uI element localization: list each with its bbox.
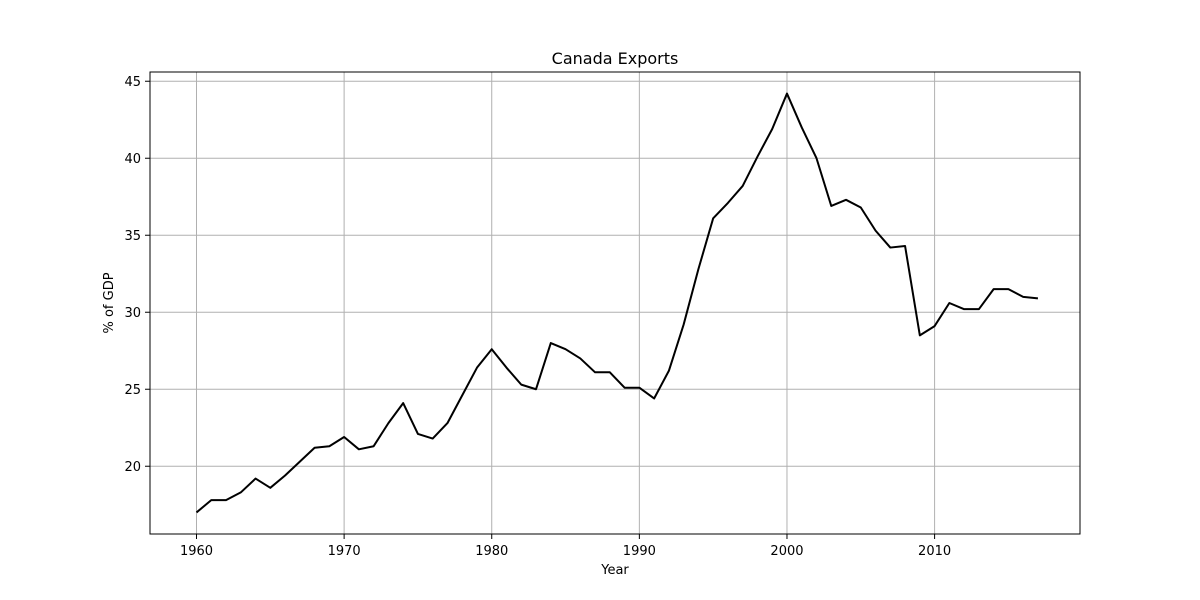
chart-title: Canada Exports — [552, 49, 679, 68]
y-tick-label: 30 — [124, 306, 141, 321]
y-axis-label: % of GDP — [102, 272, 117, 333]
gridlines — [150, 72, 1080, 534]
plot-area-frame — [149, 71, 1081, 535]
y-tick-label: 40 — [124, 152, 141, 167]
x-tick-label: 1990 — [623, 544, 656, 559]
x-tick-label: 2010 — [918, 544, 951, 559]
y-tick-label: 45 — [124, 75, 141, 90]
y-axis: 20 25 30 35 40 45 — [124, 75, 150, 475]
x-tick-label: 1980 — [475, 544, 508, 559]
y-tick-label: 25 — [124, 383, 141, 398]
x-axis: 1960 1970 1980 1990 2000 2010 — [180, 534, 951, 559]
x-tick-label: 1960 — [180, 544, 213, 559]
y-tick-label: 35 — [124, 229, 141, 244]
x-tick-label: 2000 — [770, 544, 803, 559]
y-tick-label: 20 — [124, 460, 141, 475]
series-line — [195, 92, 1039, 514]
x-tick-label: 1970 — [328, 544, 361, 559]
x-axis-label: Year — [600, 563, 629, 578]
